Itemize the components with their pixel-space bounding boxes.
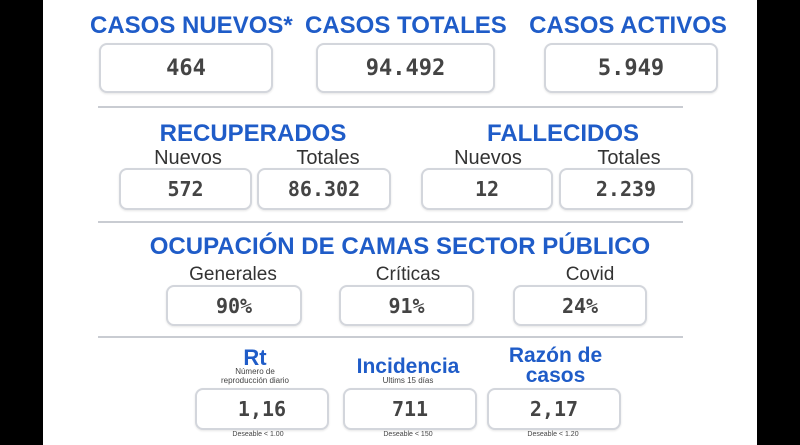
recuperados-nuevos-value: 572: [119, 168, 252, 210]
casos-nuevos-title: CASOS NUEVOS*: [90, 12, 293, 39]
casos-totales-title: CASOS TOTALES: [305, 12, 507, 39]
camas-criticas-value: 91%: [339, 285, 474, 326]
fallecidos-totales-value: 2.239: [559, 168, 693, 210]
fallecidos-nuevos-label: Nuevos: [454, 147, 522, 169]
recuperados-title: RECUPERADOS: [159, 120, 347, 147]
rt-title: Rt: [243, 345, 267, 370]
rt-value: 1,16: [195, 388, 329, 430]
casos-activos-value: 5.949: [544, 43, 718, 93]
razon-target: Deseable < 1.20: [527, 431, 579, 438]
recuperados-totales-label: Totales: [296, 147, 360, 169]
camas-generales-label: Generales: [189, 264, 277, 285]
divider-2: [98, 221, 683, 223]
rt-description: Número de reproducción diario: [220, 367, 290, 385]
casos-activos-title: CASOS ACTIVOS: [529, 12, 727, 39]
recuperados-nuevos-label: Nuevos: [154, 147, 222, 169]
fallecidos-title: FALLECIDOS: [486, 120, 639, 147]
incidencia-target: Deseable < 150: [383, 431, 433, 438]
incidencia-value: 711: [343, 388, 477, 430]
incidencia-title: Incidencia: [356, 355, 460, 378]
recuperados-totales-value: 86.302: [257, 168, 391, 210]
razon-title-line2: casos: [525, 364, 586, 387]
razon-value: 2,17: [487, 388, 621, 430]
camas-title: OCUPACIÓN DE CAMAS SECTOR PÚBLICO: [149, 233, 651, 260]
stats-panel: CASOS NUEVOS* 464 CASOS TOTALES 94.492 C…: [43, 0, 757, 445]
fallecidos-totales-label: Totales: [597, 147, 661, 169]
casos-nuevos-value: 464: [99, 43, 273, 93]
razon-title-line1: Razón de: [508, 344, 603, 367]
camas-generales-value: 90%: [166, 285, 302, 326]
camas-covid-label: Covid: [565, 264, 615, 285]
divider-1: [98, 106, 683, 108]
camas-covid-value: 24%: [513, 285, 647, 326]
casos-totales-value: 94.492: [316, 43, 495, 93]
rt-target: Deseable < 1.00: [232, 431, 284, 438]
incidencia-description: Ultims 15 días: [382, 376, 434, 385]
camas-criticas-label: Críticas: [375, 264, 441, 285]
fallecidos-nuevos-value: 12: [421, 168, 553, 210]
divider-3: [98, 336, 683, 338]
